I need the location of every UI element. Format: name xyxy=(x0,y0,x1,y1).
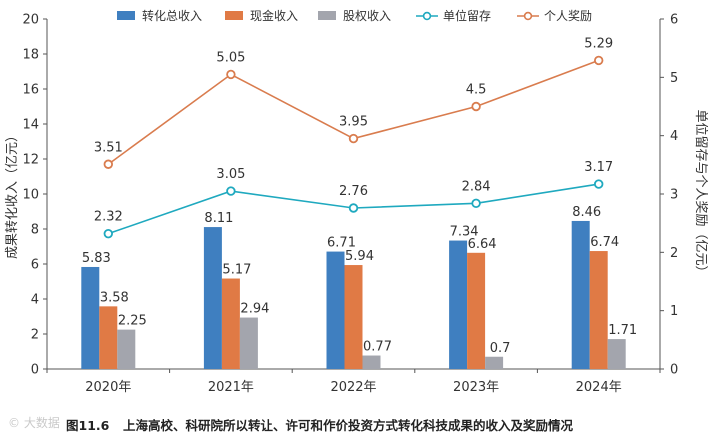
y-axis-title: 成果转化收入（亿元） xyxy=(5,129,20,259)
line-data-label: 5.29 xyxy=(584,36,613,51)
bar-1 xyxy=(326,251,345,369)
bar-2 xyxy=(99,306,118,369)
y-tick-label: 0 xyxy=(31,363,39,378)
legend-swatch xyxy=(117,11,135,20)
bar-data-label: 7.34 xyxy=(450,225,479,240)
y-tick-label: 6 xyxy=(31,258,39,273)
line-data-label: 3.17 xyxy=(584,160,613,175)
y2-tick-label: 1 xyxy=(670,304,678,319)
y-tick-label: 2 xyxy=(31,328,39,343)
legend-label: 股权收入 xyxy=(343,9,391,23)
y2-tick-label: 5 xyxy=(670,71,678,86)
x-tick-label: 2022年 xyxy=(330,380,376,395)
line-point xyxy=(471,101,481,112)
legend-swatch xyxy=(318,11,336,20)
y-tick-label: 12 xyxy=(22,153,39,168)
bar-1 xyxy=(81,266,100,369)
bar-data-label: 0.7 xyxy=(490,341,511,356)
y2-tick-label: 2 xyxy=(670,246,678,261)
x-tick-label: 2021年 xyxy=(208,380,254,395)
bar-1 xyxy=(203,227,222,369)
line-point xyxy=(471,198,481,209)
legend-marker xyxy=(422,11,432,21)
y-tick-label: 8 xyxy=(31,223,39,238)
bar-2 xyxy=(589,251,608,369)
y2-tick-label: 4 xyxy=(670,129,678,144)
bar-data-label: 8.46 xyxy=(572,205,601,220)
line-point xyxy=(103,159,113,169)
bar-data-label: 5.83 xyxy=(82,251,111,266)
line-point xyxy=(226,186,236,196)
line-point xyxy=(594,55,604,66)
y-tick-label: 14 xyxy=(22,118,39,133)
line-point xyxy=(348,203,359,213)
y-tick-label: 10 xyxy=(22,188,39,203)
bar-2 xyxy=(221,278,240,369)
bar-2 xyxy=(344,265,363,369)
y2-axis-title: 单位留存与个人奖励（亿元） xyxy=(693,109,708,278)
x-tick-label: 2024年 xyxy=(576,380,622,395)
bar-3 xyxy=(485,356,504,369)
caption-label: 图11.6 xyxy=(66,418,110,433)
legend-label: 转化总收入 xyxy=(142,8,202,23)
y-tick-label: 16 xyxy=(22,83,39,98)
bar-3 xyxy=(362,355,381,369)
line-data-label: 2.32 xyxy=(94,210,123,225)
bar-1 xyxy=(449,240,468,369)
bar-3 xyxy=(239,317,258,369)
caption-text: 上海高校、科研院所以转让、许可和作价投资方式转化科技成果的收入及奖励情况 xyxy=(123,418,574,433)
bar-3 xyxy=(117,329,136,369)
bar-data-label: 0.77 xyxy=(363,340,392,355)
bar-1 xyxy=(571,220,590,369)
y2-tick-label: 3 xyxy=(670,188,678,203)
line-data-label: 5.05 xyxy=(216,50,245,65)
legend-marker xyxy=(523,11,533,21)
line-data-label: 2.76 xyxy=(339,184,368,199)
bar-data-label: 1.71 xyxy=(608,323,637,338)
bar-data-label: 6.74 xyxy=(590,235,619,250)
legend-label: 现金收入 xyxy=(250,8,298,23)
y-tick-label: 20 xyxy=(22,13,39,28)
y-tick-label: 18 xyxy=(22,48,39,63)
watermark: © 大数据 xyxy=(8,416,60,430)
bar-data-label: 6.64 xyxy=(468,237,497,252)
line-data-label: 4.5 xyxy=(466,83,487,98)
legend-label: 个人奖励 xyxy=(544,9,592,23)
x-tick-label: 2023年 xyxy=(453,380,499,395)
bar-data-label: 6.71 xyxy=(327,236,356,251)
bar-data-label: 5.94 xyxy=(345,249,374,264)
bar-data-label: 2.25 xyxy=(118,314,147,329)
line-data-label: 3.95 xyxy=(339,115,368,130)
y2-tick-label: 6 xyxy=(670,13,678,28)
bar-3 xyxy=(607,339,626,369)
line-point xyxy=(226,69,236,80)
legend-label: 单位留存 xyxy=(443,8,491,23)
line-point xyxy=(348,133,359,144)
line-series-2 xyxy=(107,59,599,165)
bar-data-label: 8.11 xyxy=(204,211,233,226)
x-tick-label: 2020年 xyxy=(85,380,131,395)
bar-data-label: 5.17 xyxy=(222,263,251,278)
bar-2 xyxy=(467,252,486,369)
y-tick-label: 4 xyxy=(31,293,39,308)
line-data-label: 3.51 xyxy=(94,140,123,155)
bar-data-label: 2.94 xyxy=(240,302,269,317)
bar-data-label: 3.58 xyxy=(100,290,129,305)
line-data-label: 2.84 xyxy=(462,179,491,194)
line-data-label: 3.05 xyxy=(216,167,245,182)
line-point xyxy=(594,179,604,189)
legend-swatch xyxy=(225,11,243,20)
line-point xyxy=(103,228,113,239)
figure-caption: © 大数据 图11.6 上海高校、科研院所以转让、许可和作价投资方式转化科技成果… xyxy=(0,411,708,435)
y2-tick-label: 0 xyxy=(670,363,678,378)
